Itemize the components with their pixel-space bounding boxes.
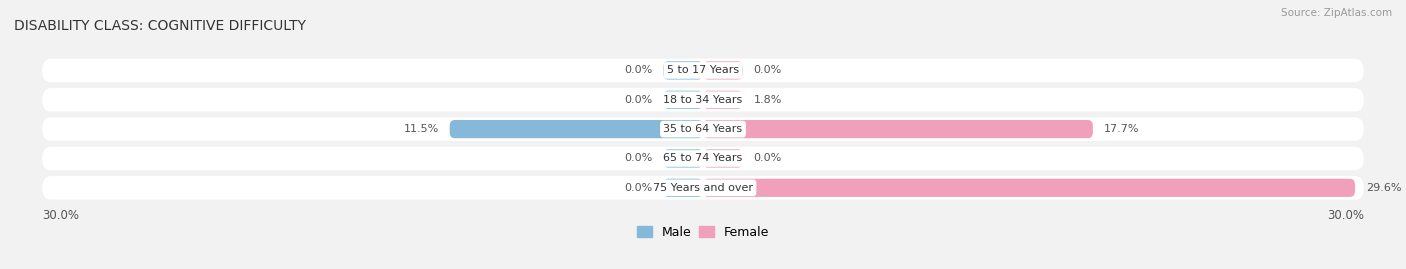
Text: 75 Years and over: 75 Years and over (652, 183, 754, 193)
Text: 17.7%: 17.7% (1104, 124, 1139, 134)
FancyBboxPatch shape (703, 91, 742, 109)
FancyBboxPatch shape (42, 147, 1364, 170)
FancyBboxPatch shape (450, 120, 703, 138)
FancyBboxPatch shape (703, 61, 742, 80)
Text: 29.6%: 29.6% (1367, 183, 1402, 193)
FancyBboxPatch shape (703, 149, 742, 168)
Text: 5 to 17 Years: 5 to 17 Years (666, 65, 740, 75)
Text: 0.0%: 0.0% (754, 154, 782, 164)
Text: 65 to 74 Years: 65 to 74 Years (664, 154, 742, 164)
Text: 0.0%: 0.0% (624, 65, 652, 75)
Text: 30.0%: 30.0% (1327, 209, 1364, 222)
Text: DISABILITY CLASS: COGNITIVE DIFFICULTY: DISABILITY CLASS: COGNITIVE DIFFICULTY (14, 19, 307, 33)
FancyBboxPatch shape (42, 88, 1364, 112)
Text: 11.5%: 11.5% (404, 124, 439, 134)
Legend: Male, Female: Male, Female (637, 226, 769, 239)
Text: 30.0%: 30.0% (42, 209, 79, 222)
FancyBboxPatch shape (42, 176, 1364, 200)
FancyBboxPatch shape (664, 179, 703, 197)
FancyBboxPatch shape (664, 91, 703, 109)
FancyBboxPatch shape (42, 59, 1364, 82)
FancyBboxPatch shape (664, 149, 703, 168)
Text: 0.0%: 0.0% (754, 65, 782, 75)
Text: 35 to 64 Years: 35 to 64 Years (664, 124, 742, 134)
Text: 0.0%: 0.0% (624, 154, 652, 164)
FancyBboxPatch shape (664, 61, 703, 80)
Text: 1.8%: 1.8% (754, 95, 782, 105)
FancyBboxPatch shape (42, 117, 1364, 141)
Text: 18 to 34 Years: 18 to 34 Years (664, 95, 742, 105)
FancyBboxPatch shape (703, 179, 1355, 197)
Text: Source: ZipAtlas.com: Source: ZipAtlas.com (1281, 8, 1392, 18)
Text: 0.0%: 0.0% (624, 95, 652, 105)
Text: 0.0%: 0.0% (624, 183, 652, 193)
FancyBboxPatch shape (703, 120, 1092, 138)
